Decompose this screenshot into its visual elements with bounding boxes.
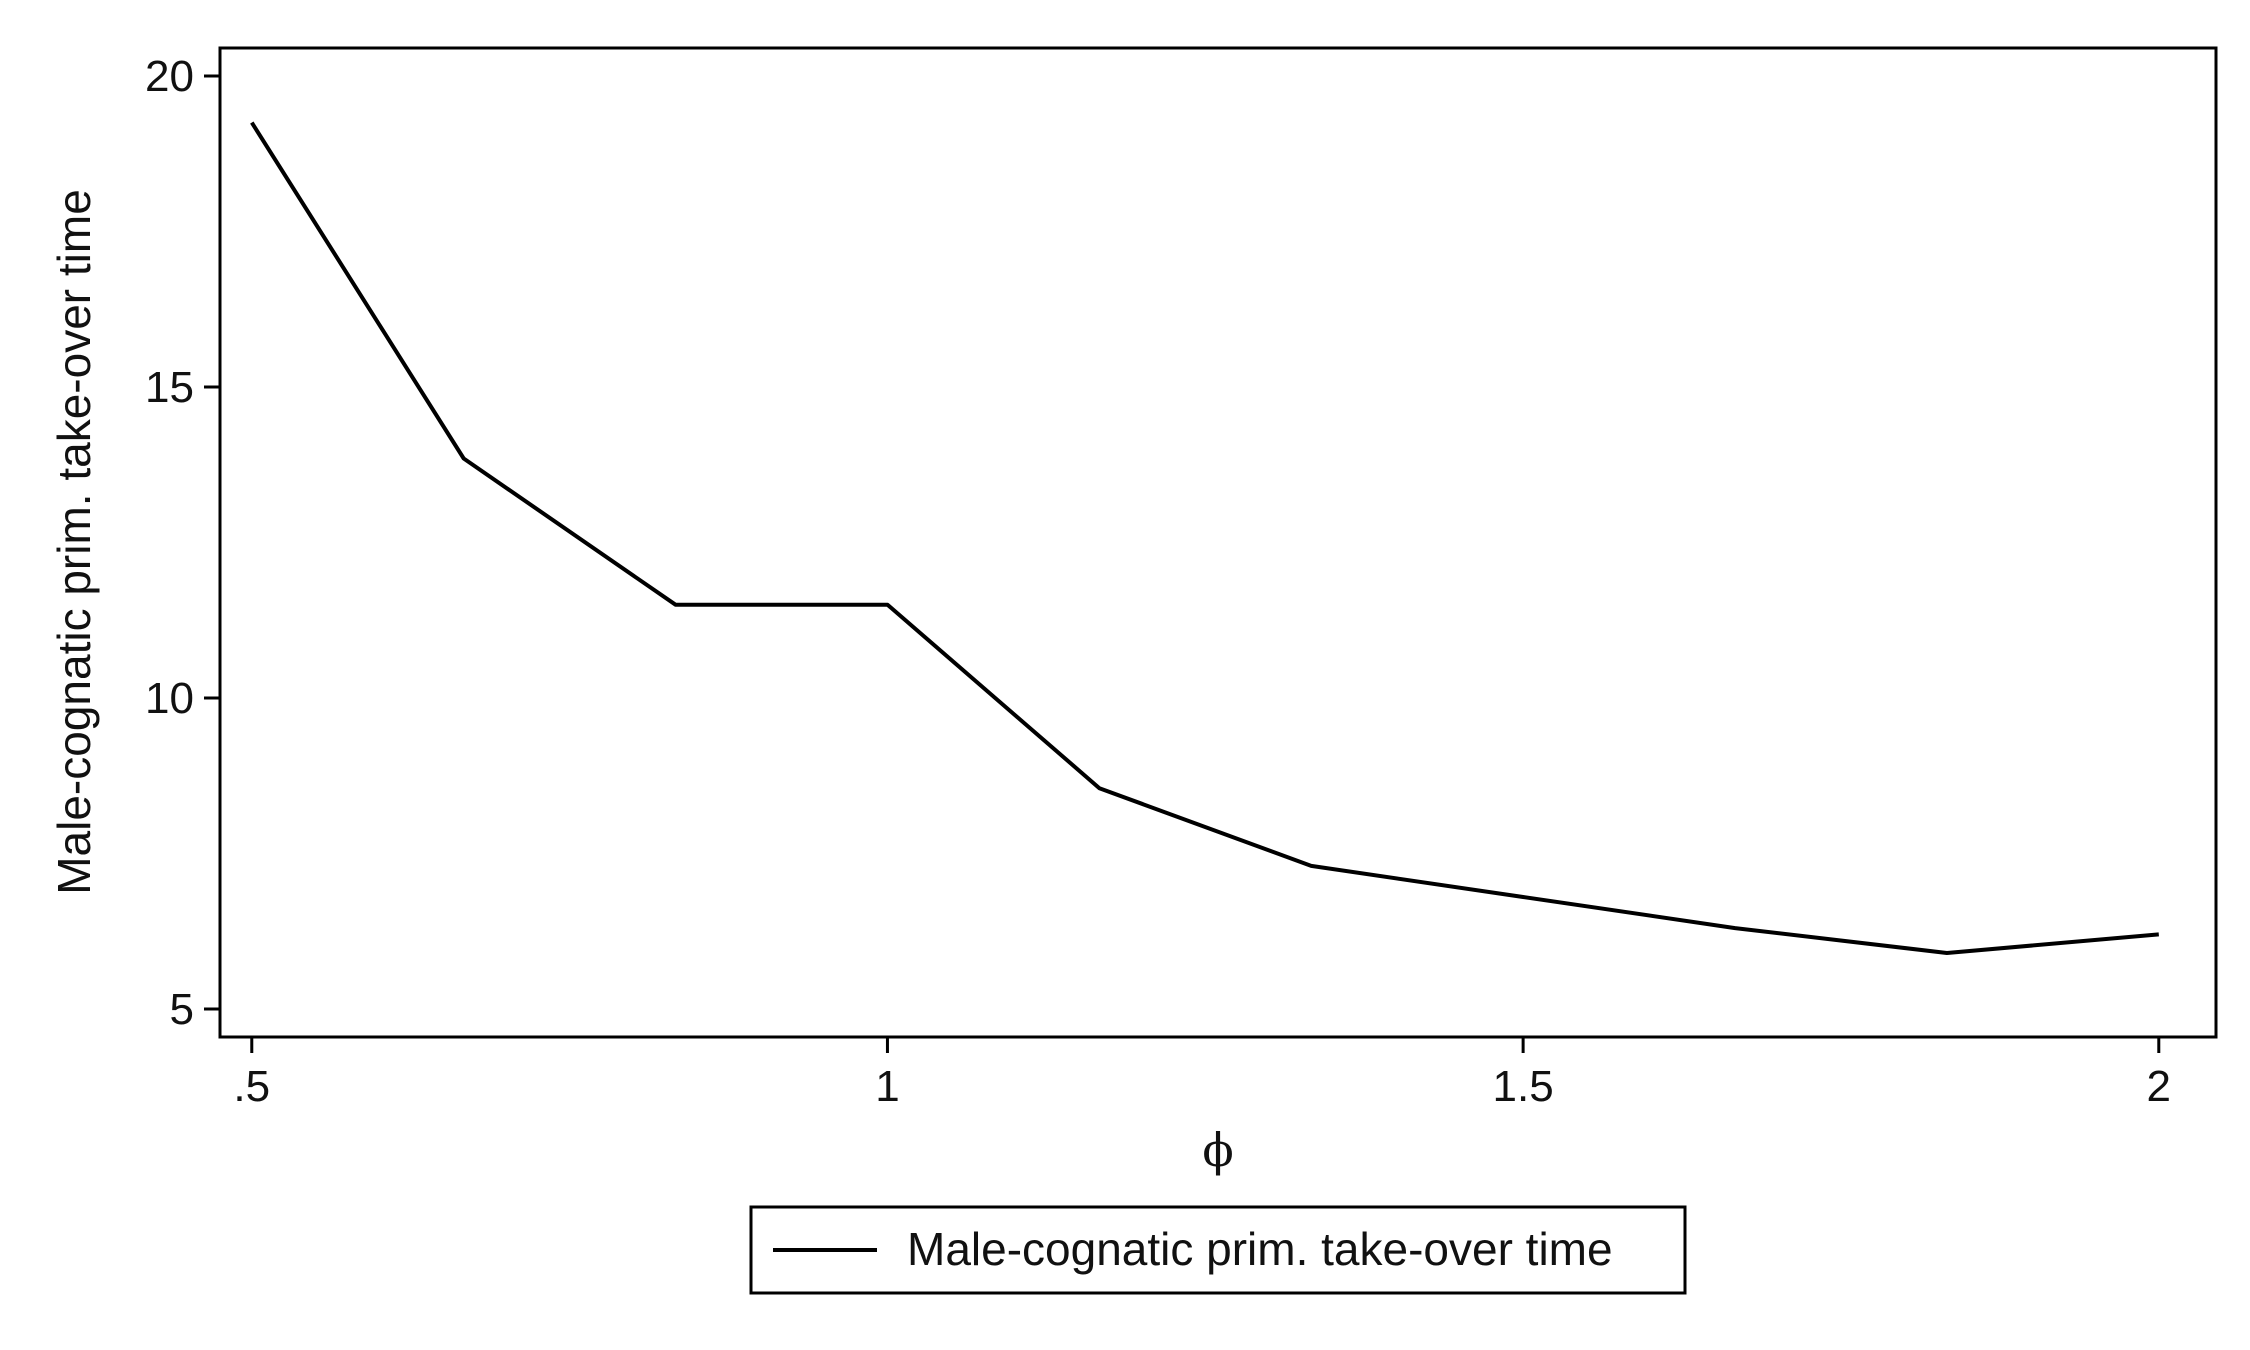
legend-box	[749, 1205, 1687, 1295]
y-tick-label: 5	[170, 985, 194, 1034]
x-tick-label: .5	[233, 1062, 270, 1111]
x-tick-label: 2	[2147, 1062, 2171, 1111]
y-axis-title: Male-cognatic prim. take-over time	[48, 189, 100, 895]
series-line	[250, 121, 2159, 955]
y-tick-label: 20	[145, 52, 194, 101]
x-axis-ticks: .5 1 1.5 2	[233, 1037, 2171, 1111]
x-tick-label: 1.5	[1493, 1062, 1554, 1111]
plot-frame	[218, 46, 2218, 1039]
legend-label: Male-cognatic prim. take-over time	[907, 1223, 1613, 1275]
y-axis-ticks: 5 10 15 20	[145, 52, 220, 1034]
legend: Male-cognatic prim. take-over time	[749, 1205, 1687, 1295]
x-tick-label: 1	[875, 1062, 899, 1111]
x-axis-title: ϕ	[1202, 1123, 1233, 1177]
y-tick-label: 10	[145, 674, 194, 723]
y-tick-label: 15	[145, 363, 194, 412]
